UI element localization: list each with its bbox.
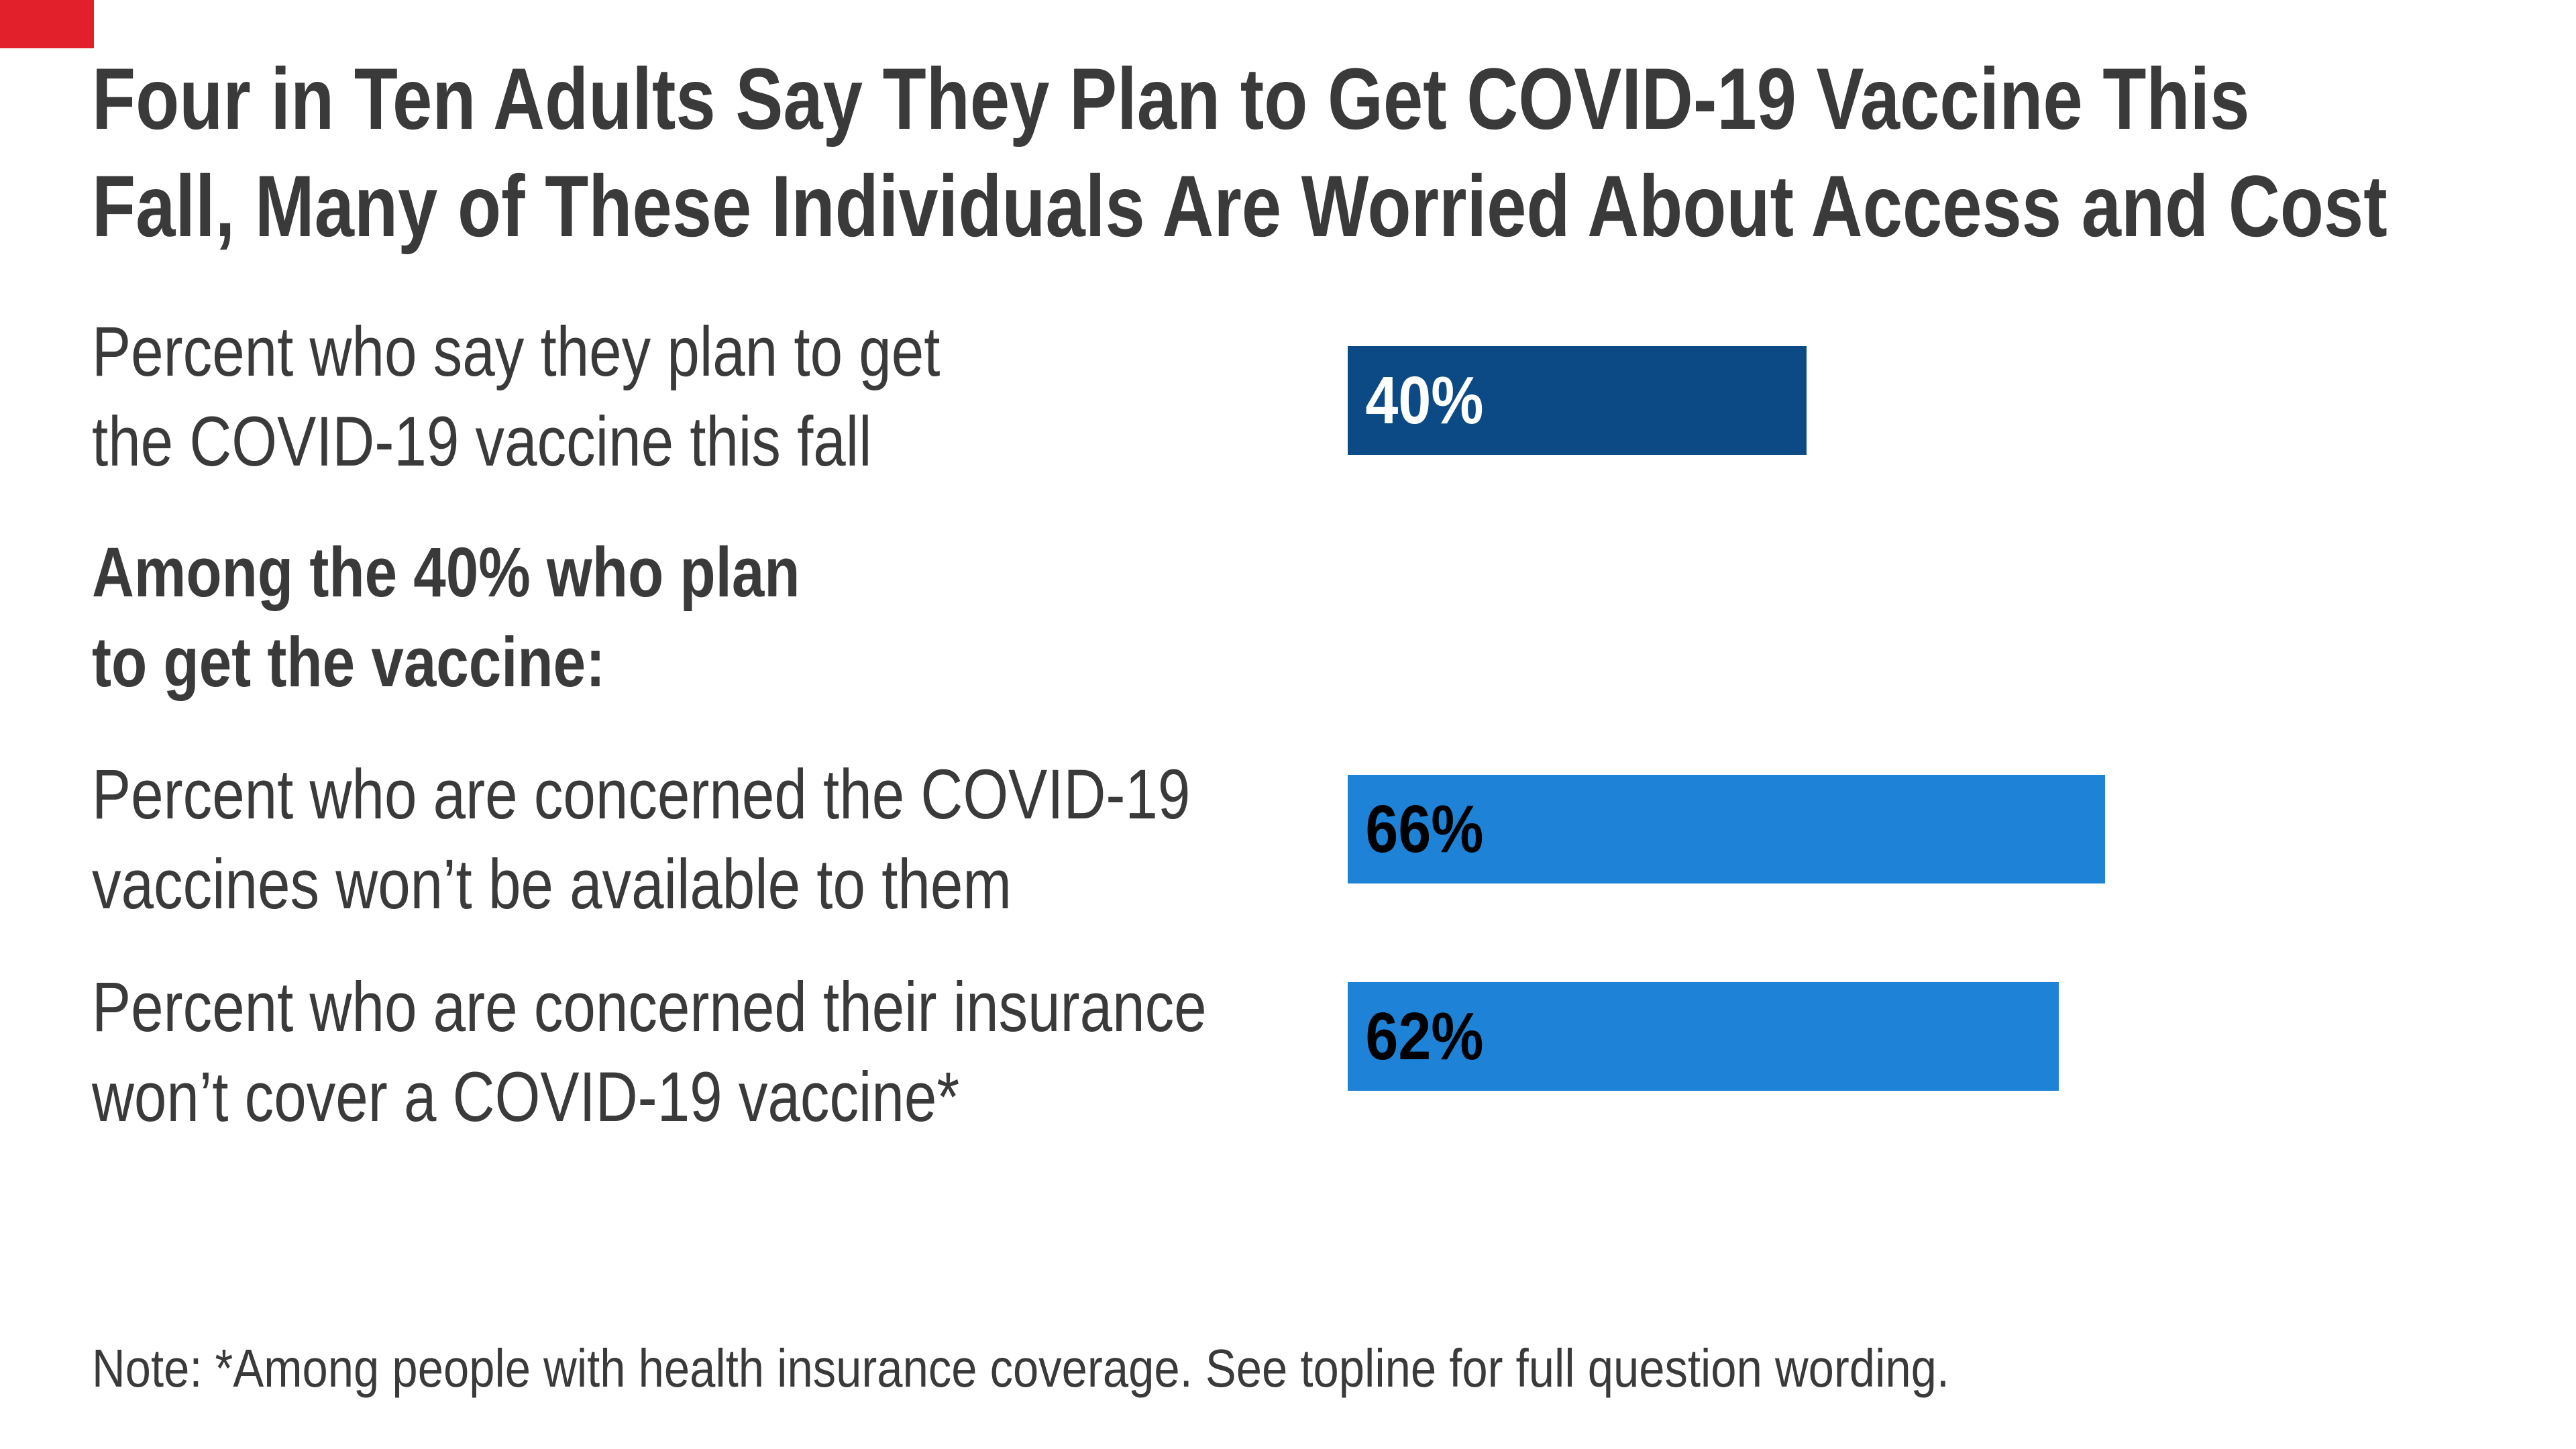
row-label-line: Percent who are concerned the COVID-19	[92, 755, 1191, 834]
row-label-line: Percent who say they plan to get	[92, 313, 941, 391]
row-label-line: won’t cover a COVID-19 vaccine*	[92, 1058, 960, 1136]
bar-value-label: 40%	[1365, 362, 1484, 438]
bar-value-label: 66%	[1365, 791, 1484, 867]
section-header: Among the 40% who plan to get the vaccin…	[92, 528, 800, 708]
bar-availability-concern: 66%	[1348, 775, 2105, 883]
bar-value-label: 62%	[1365, 998, 1484, 1074]
bar-insurance-concern: 62%	[1348, 982, 2059, 1091]
row-label-line: vaccines won’t be available to them	[92, 845, 1012, 924]
chart-title-line: Four in Ten Adults Say They Plan to Get …	[92, 50, 2250, 148]
chart-title-line: Fall, Many of These Individuals Are Worr…	[92, 157, 2387, 255]
section-header-line: Among the 40% who plan	[92, 533, 800, 612]
row-label-availability-concern: Percent who are concerned the COVID-19 v…	[92, 750, 1190, 930]
row-label-line: the COVID-19 vaccine this fall	[92, 402, 872, 481]
chart-title: Four in Ten Adults Say They Plan to Get …	[92, 45, 2387, 260]
brand-accent	[0, 0, 94, 48]
bar-plan-to-get: 40%	[1348, 346, 1807, 455]
row-label-insurance-concern: Percent who are concerned their insuranc…	[92, 963, 1207, 1142]
row-label-line: Percent who are concerned their insuranc…	[92, 968, 1207, 1046]
section-header-line: to get the vaccine:	[92, 623, 606, 702]
note-text: Note: *Among people with health insuranc…	[92, 1338, 1949, 1398]
row-label-plan-to-get: Percent who say they plan to get the COV…	[92, 307, 940, 487]
